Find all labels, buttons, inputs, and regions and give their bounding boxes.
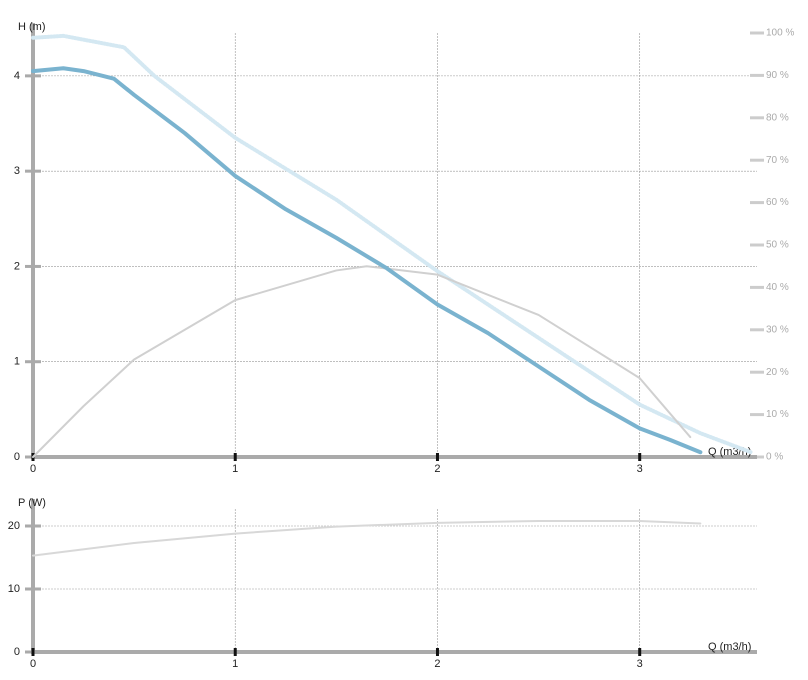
x-tick-label: 0 <box>30 658 36 670</box>
x-tick-label: 2 <box>434 463 440 475</box>
y2-tick-label: 0 % <box>766 452 783 463</box>
curve <box>32 265 692 458</box>
y2-tick-label: 60 % <box>766 197 789 208</box>
y2-tick-label: 40 % <box>766 282 789 293</box>
y2-tick-label: 90 % <box>766 70 789 81</box>
y-tick-label: 2 <box>14 260 20 272</box>
y-tick-label: 0 <box>14 646 20 658</box>
y-tick-label: 3 <box>14 165 20 177</box>
y-tick-label: 4 <box>14 70 20 82</box>
curve <box>31 66 703 455</box>
x-tick-label: 0 <box>30 463 36 475</box>
y2-tick-label: 10 % <box>766 409 789 420</box>
x-axis-label: Q (m3/h) <box>708 641 751 653</box>
y-tick-label: 1 <box>14 356 20 368</box>
y2-tick-label: 70 % <box>766 155 789 166</box>
y2-tick-label: 50 % <box>766 240 789 251</box>
y2-tick-label: 30 % <box>766 324 789 335</box>
x-tick-label: 2 <box>434 658 440 670</box>
x-tick-label: 1 <box>232 658 238 670</box>
y2-tick-label: 100 % <box>766 28 794 39</box>
x-tick-label: 3 <box>637 463 643 475</box>
y2-tick-label: 20 % <box>766 367 789 378</box>
curve <box>31 33 753 455</box>
x-tick-label: 1 <box>232 463 238 475</box>
x-tick-label: 3 <box>637 658 643 670</box>
y2-tick-label: 80 % <box>766 112 789 123</box>
curve <box>32 519 702 557</box>
y-axis-label: P (W) <box>18 497 46 509</box>
y-tick-label: 0 <box>14 451 20 463</box>
y-axis-label: H (m) <box>18 21 46 33</box>
y-tick-label: 10 <box>8 583 20 595</box>
y-tick-label: 20 <box>8 520 20 532</box>
